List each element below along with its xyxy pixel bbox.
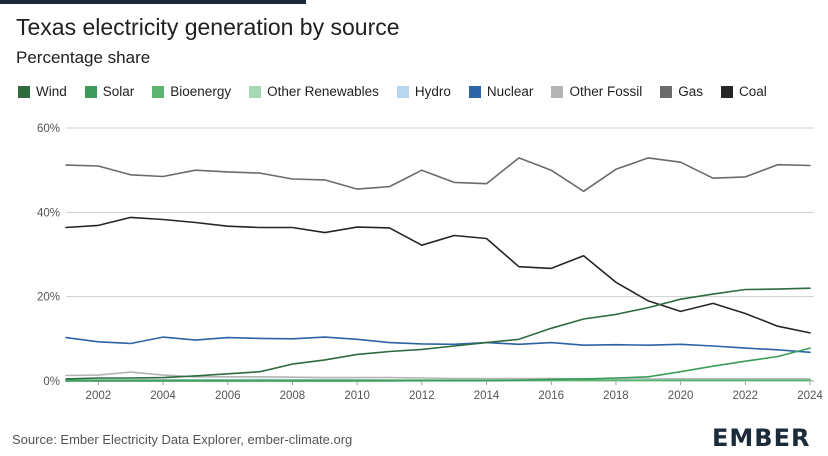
- legend-item-wind[interactable]: Wind: [18, 84, 67, 99]
- legend-label: Bioenergy: [170, 84, 232, 99]
- legend-label: Coal: [738, 84, 767, 99]
- legend-swatch: [84, 85, 97, 98]
- y-tick-label: 20%: [37, 292, 60, 304]
- x-tick-label: 2024: [797, 390, 823, 402]
- chart-subtitle: Percentage share: [16, 48, 151, 67]
- legend-label: Gas: [678, 84, 703, 99]
- legend-swatch: [396, 85, 409, 98]
- legend-swatch: [249, 85, 262, 98]
- x-tick-label: 2014: [474, 390, 500, 402]
- x-tick-label: 2008: [280, 390, 306, 402]
- legend-item-bioenergy[interactable]: Bioenergy: [152, 84, 231, 99]
- y-tick-label: 60%: [37, 123, 60, 135]
- x-tick-label: 2002: [86, 390, 112, 402]
- legend-swatch: [18, 85, 30, 98]
- legend-item-gas[interactable]: Gas: [660, 84, 703, 99]
- y-tick-label: 0%: [43, 376, 60, 388]
- x-tick-label: 2020: [668, 390, 694, 402]
- top-accent-bar: [0, 0, 306, 4]
- x-tick-label: 2012: [409, 390, 435, 402]
- ember-logo: EMBER: [712, 424, 811, 452]
- legend-swatch: [152, 85, 165, 98]
- x-tick-label: 2016: [538, 390, 564, 402]
- legend-item-nuclear[interactable]: Nuclear: [468, 84, 534, 99]
- series-line-wind: [65, 287, 811, 380]
- series-line-gas: [65, 157, 811, 193]
- legend-item-hydro[interactable]: Hydro: [396, 84, 451, 99]
- legend-label: Hydro: [414, 84, 451, 99]
- series-line-coal: [65, 216, 811, 334]
- legend-item-coal[interactable]: Coal: [720, 84, 767, 99]
- chart-legend: Wind Solar Bioenergy Other Renewables Hydro N…: [18, 84, 785, 99]
- legend-swatch: [551, 85, 564, 98]
- x-tick-label: 2006: [215, 390, 241, 402]
- legend-item-other-fossil[interactable]: Other Fossil: [551, 84, 642, 99]
- legend-label: Solar: [102, 84, 135, 99]
- legend-label: Other Renewables: [267, 84, 379, 99]
- y-tick-label: 40%: [37, 207, 60, 219]
- legend-label: Wind: [36, 84, 67, 99]
- x-tick-label: 2010: [344, 390, 370, 402]
- x-tick-label: 2004: [150, 390, 176, 402]
- legend-swatch: [468, 85, 481, 98]
- series-line-nuclear: [65, 336, 811, 354]
- legend-swatch: [720, 85, 733, 98]
- x-tick-label: 2022: [733, 390, 759, 402]
- series-line-other-fossil: [65, 371, 811, 380]
- source-note: Source: Ember Electricity Data Explorer,…: [12, 432, 353, 447]
- series-line-solar: [65, 347, 811, 382]
- legend-label: Other Fossil: [569, 84, 643, 99]
- chart-title: Texas electricity generation by source: [16, 14, 400, 40]
- legend-item-solar[interactable]: Solar: [84, 84, 135, 99]
- legend-swatch: [660, 85, 673, 98]
- x-tick-label: 2018: [603, 390, 629, 402]
- legend-label: Nuclear: [486, 84, 534, 99]
- legend-item-other-renewables[interactable]: Other Renewables: [249, 84, 379, 99]
